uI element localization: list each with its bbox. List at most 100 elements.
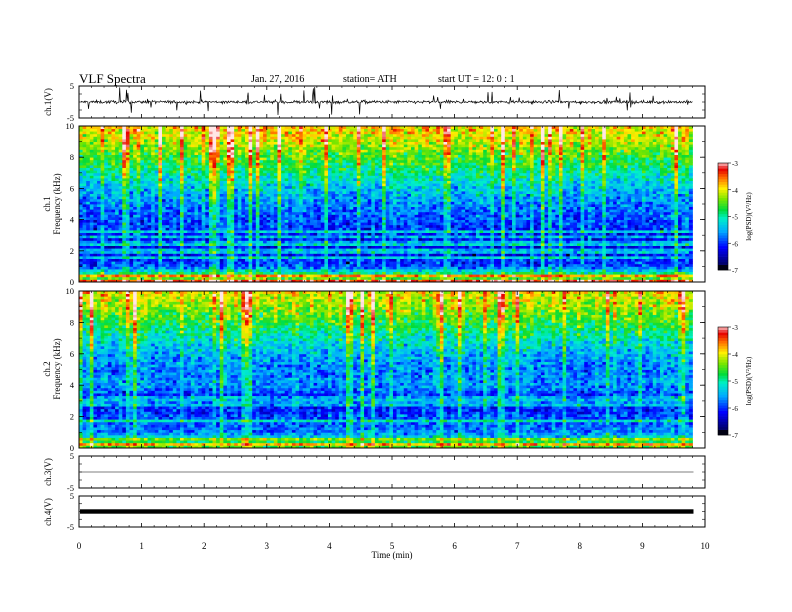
spectrogram-cell — [122, 139, 127, 142]
spectrogram-cell — [122, 136, 127, 140]
spectrogram-cell — [180, 141, 185, 145]
spectrogram-cell — [176, 237, 181, 241]
spectrogram-cell — [198, 240, 203, 244]
spectrogram-cell — [346, 269, 351, 272]
spectrogram-cell — [115, 245, 120, 249]
spectrogram-cell — [230, 167, 235, 171]
spectrogram-cell — [313, 170, 318, 174]
spectrogram-cell — [230, 258, 235, 262]
spectrogram-cell — [107, 193, 112, 197]
spectrogram-cell — [248, 279, 253, 283]
spectrogram-cell — [194, 144, 199, 148]
spectrogram-cell — [306, 222, 311, 226]
spectrogram-cell — [176, 258, 181, 262]
spectrogram-cell — [216, 274, 221, 278]
spectrogram-cell — [97, 126, 102, 129]
spectrogram-cell — [208, 271, 213, 275]
spectrogram-cell — [353, 235, 358, 239]
spectrogram-cell — [216, 149, 221, 153]
spectrogram-cell — [183, 191, 188, 194]
spectrogram-cell — [291, 237, 296, 241]
spectrogram-cell — [190, 167, 195, 171]
spectrogram-cell — [245, 139, 250, 142]
spectrogram-cell — [356, 245, 361, 249]
spectrogram-cell — [129, 154, 134, 158]
spectrogram-cell — [302, 133, 307, 137]
spectrogram-cell — [111, 240, 116, 244]
spectrogram-cell — [89, 245, 94, 249]
spectrogram-cell — [338, 193, 343, 197]
spectrogram-cell — [367, 185, 372, 189]
spectrogram-cell — [353, 157, 358, 161]
spectrogram-cell — [125, 258, 130, 262]
spectrogram-cell — [353, 204, 358, 207]
spectrogram-cell — [288, 266, 293, 270]
spectrogram-cell — [259, 219, 264, 223]
spectrogram-cell — [237, 159, 242, 163]
spectrogram-cell — [219, 149, 224, 153]
spectrogram-cell — [89, 261, 94, 265]
spectrogram-cell — [172, 175, 177, 179]
spectrogram-cell — [342, 214, 347, 218]
spectrogram-cell — [248, 172, 253, 176]
spectrogram-cell — [349, 185, 354, 189]
spectrogram-cell — [324, 258, 329, 262]
spectrogram-cell — [320, 279, 325, 283]
spectrogram-cell — [324, 271, 329, 275]
spectrogram-cell — [223, 253, 228, 257]
spectrogram-cell — [342, 172, 347, 176]
spectrogram-cell — [299, 131, 304, 135]
spectrogram-cell — [353, 274, 358, 278]
spectrogram-cell — [79, 154, 84, 158]
spectrogram-cell — [324, 126, 329, 129]
spectrogram-cell — [158, 206, 163, 210]
spectrogram-cell — [151, 167, 156, 171]
spectrogram-cell — [317, 175, 322, 179]
spectrogram-cell — [122, 279, 127, 283]
spectrogram-cell — [241, 133, 246, 137]
spectrogram-cell — [212, 172, 217, 176]
spectrogram-cell — [198, 162, 203, 166]
spectrogram-cell — [100, 263, 105, 267]
spectrogram-cell — [338, 139, 343, 142]
spectrogram-cell — [154, 245, 159, 249]
spectrogram-cell — [349, 222, 354, 226]
spectrogram-cell — [183, 141, 188, 145]
spectrogram-cell — [140, 165, 145, 168]
spectrogram-cell — [158, 131, 163, 135]
spectrogram-cell — [284, 141, 289, 145]
spectrogram-cell — [125, 196, 130, 200]
spectrogram-cell — [302, 263, 307, 267]
spectrogram-cell — [356, 274, 361, 278]
spectrogram-cell — [172, 263, 177, 267]
spectrogram-cell — [154, 185, 159, 189]
spectrogram-cell — [360, 227, 365, 231]
spectrogram-cell — [147, 175, 152, 179]
spectrogram-cell — [165, 159, 170, 163]
spectrogram-cell — [216, 217, 221, 220]
spectrogram-cell — [89, 178, 94, 181]
spectrogram-cell — [136, 235, 141, 239]
spectrogram-cell — [338, 133, 343, 137]
spectrogram-cell — [230, 175, 235, 179]
spectrogram-cell — [263, 227, 268, 231]
spectrogram-cell — [125, 269, 130, 272]
spectrogram-cell — [346, 170, 351, 174]
spectrogram-cell — [371, 274, 376, 278]
spectrogram-cell — [143, 240, 148, 244]
spectrogram-cell — [93, 256, 98, 259]
spectrogram-cell — [162, 128, 167, 132]
spectrogram-cell — [198, 222, 203, 226]
spectrogram-cell — [97, 128, 102, 132]
spectrogram-cell — [125, 261, 130, 265]
spectrogram-cell — [252, 201, 257, 205]
spectrogram-cell — [122, 191, 127, 194]
spectrogram-cell — [255, 183, 260, 187]
spectrogram-cell — [219, 175, 224, 179]
spectrogram-cell — [288, 183, 293, 187]
spectrogram-cell — [125, 256, 130, 259]
spectrogram-cell — [143, 209, 148, 213]
spectrogram-cell — [295, 185, 300, 189]
spectrogram-cell — [245, 144, 250, 148]
spectrogram-cell — [162, 162, 167, 166]
